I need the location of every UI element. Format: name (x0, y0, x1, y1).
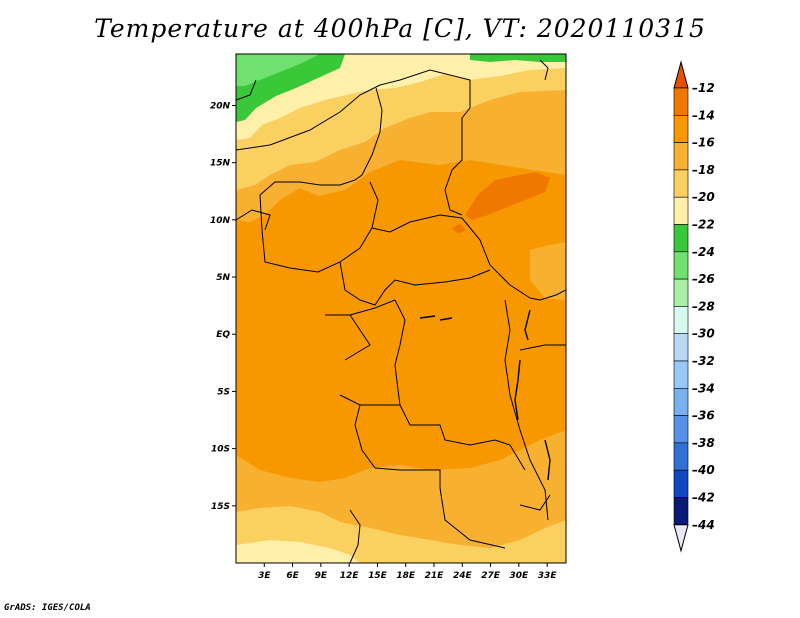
colorbar-box (673, 306, 689, 334)
colorbar-label: –32 (692, 354, 715, 368)
colorbar-box (673, 196, 689, 225)
colorbar-box (673, 360, 689, 389)
colorbar-box (673, 387, 689, 416)
colorbar-box (673, 87, 689, 116)
map-frame (235, 53, 567, 564)
band-minus12-warm (465, 172, 550, 220)
band-minus12-small (452, 224, 466, 234)
colorbar-label: –24 (692, 245, 715, 259)
colorbar: –12 –14 –16 –18 –20 –22 –24 –26 –28 –30 –32 –34 –36 –… (673, 60, 715, 553)
colorbar-box (673, 442, 689, 471)
lon-label: 12E (340, 571, 360, 581)
colorbar-label: –28 (692, 299, 715, 313)
lat-label: 10S (211, 445, 230, 455)
lon-label: 24E (453, 571, 473, 581)
colorbar-label: –36 (692, 409, 715, 423)
lat-label: 5N (216, 273, 230, 283)
colorbar-label: –12 (692, 81, 715, 95)
lat-label: 5S (217, 387, 230, 397)
band-minus16-east (530, 242, 566, 300)
axis-ticks (232, 104, 548, 567)
colorbar-label: –22 (692, 218, 715, 232)
colorbar-box (673, 497, 689, 526)
colorbar-box (673, 169, 689, 198)
lon-label: 15E (368, 571, 388, 581)
lat-label: EQ (216, 330, 230, 340)
lon-label: 30E (510, 571, 530, 581)
lon-label: 27E (481, 571, 501, 581)
colorbar-bottom-arrow (673, 524, 689, 553)
colorbar-label: –20 (692, 190, 715, 204)
colorbar-box (673, 115, 689, 143)
colorbar-box (673, 415, 689, 444)
colorbar-label: –26 (692, 272, 715, 286)
lon-label: 21E (425, 571, 445, 581)
lon-label: 18E (396, 571, 416, 581)
colorbar-top-arrow (673, 60, 689, 89)
colorbar-label: –34 (692, 381, 715, 395)
temperature-field (236, 54, 566, 563)
colorbar-label: –44 (692, 518, 715, 532)
band-minus20-south (236, 540, 360, 563)
colorbar-label: –30 (692, 327, 715, 341)
colorbar-label: –42 (692, 491, 715, 505)
lat-label: 20N (210, 101, 231, 111)
colorbar-label: –18 (692, 163, 715, 177)
country-borders (236, 59, 566, 563)
map-title: Temperature at 400hPa [C], VT: 202011031… (94, 14, 706, 43)
lat-label: 15N (210, 159, 231, 169)
lon-label: 6E (286, 571, 299, 581)
lat-label: 15S (211, 502, 230, 512)
colorbar-label: –14 (692, 108, 715, 122)
axis-labels: 20N 15N 10N 5N EQ 5S 10S 15S 3E 6E 9E 12E 15E 18E 21E 2… (210, 101, 557, 581)
lat-label: 10N (210, 216, 231, 226)
colorbar-label: –38 (692, 436, 715, 450)
colorbar-box (673, 278, 689, 307)
colorbar-box (673, 469, 689, 498)
lakes (419, 309, 551, 481)
lon-label: 33E (538, 571, 558, 581)
colorbar-label: –16 (692, 136, 715, 150)
lon-label: 9E (315, 571, 328, 581)
grads-credit: GrADS: IGES/COLA (4, 603, 91, 613)
band-minus24-lightgreen (236, 54, 320, 86)
lon-label: 3E (258, 571, 271, 581)
colorbar-box (673, 251, 689, 280)
colorbar-label: –40 (692, 463, 715, 477)
colorbar-box (673, 142, 689, 171)
colorbar-box (673, 224, 689, 253)
band-minus22-green-east (470, 54, 566, 62)
colorbar-box (673, 333, 689, 362)
